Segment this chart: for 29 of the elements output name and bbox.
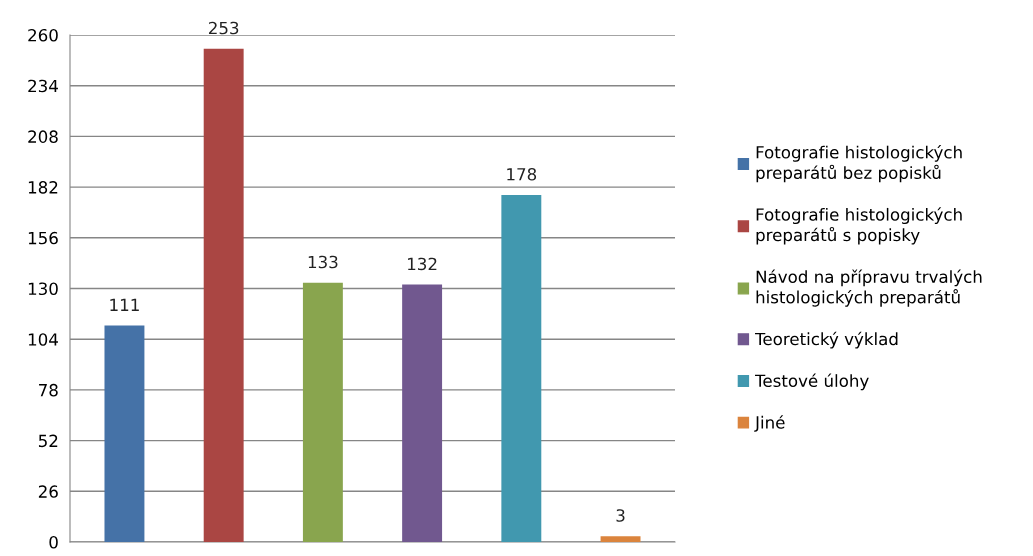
y-tick-label: 78 bbox=[39, 383, 58, 397]
legend-label: Fotografie histologických preparátů bez popisků bbox=[756, 145, 962, 183]
data-label: 253 bbox=[208, 21, 239, 35]
y-tick-label: 234 bbox=[28, 79, 58, 93]
y-tick-label: 156 bbox=[28, 231, 58, 245]
bar bbox=[501, 194, 542, 542]
bar bbox=[203, 48, 244, 542]
legend-label: Návod na přípravu trvalých histologických preparátů bbox=[756, 269, 982, 307]
y-tick-label: 52 bbox=[38, 434, 58, 448]
data-label: 132 bbox=[408, 257, 437, 271]
bar bbox=[104, 325, 145, 542]
data-label: 3 bbox=[616, 509, 625, 522]
y-tick-label: 0 bbox=[49, 535, 58, 549]
data-label: 178 bbox=[507, 167, 537, 181]
y-tick-label: 26 bbox=[38, 485, 58, 498]
data-label: 133 bbox=[308, 255, 338, 269]
legend-label: Jiné bbox=[754, 415, 785, 432]
bar bbox=[402, 284, 443, 542]
legend-label: Fotografie histologických preparátů s popisky bbox=[756, 207, 962, 245]
y-tick-label: 182 bbox=[28, 181, 58, 194]
y-tick-label: 130 bbox=[28, 282, 58, 296]
y-tick-label: 208 bbox=[28, 130, 58, 143]
bar bbox=[600, 536, 641, 542]
legend-label: Teoretický výklad bbox=[755, 331, 898, 349]
y-tick-label: 260 bbox=[28, 28, 58, 42]
data-label: 111 bbox=[110, 298, 139, 311]
bar bbox=[302, 282, 343, 542]
y-tick-label: 104 bbox=[28, 333, 58, 346]
legend-label: Testové úlohy bbox=[755, 373, 869, 391]
